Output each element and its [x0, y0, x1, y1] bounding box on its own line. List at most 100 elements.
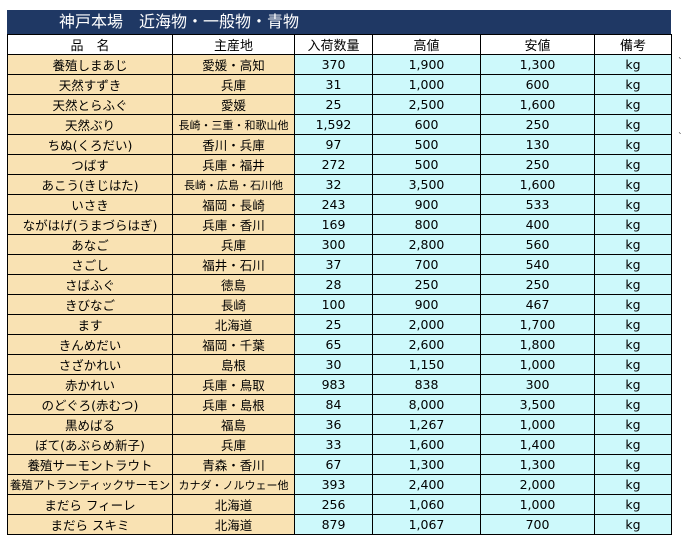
- origin-cell: 兵庫: [172, 434, 295, 455]
- edge-mark: ˎ: [678, 50, 683, 60]
- quantity-cell: 393: [294, 474, 373, 495]
- quantity-cell: 25: [294, 94, 373, 115]
- unit-cell: kg: [594, 274, 672, 295]
- table-row: いさき 福岡・長崎 243 900 533 kg: [7, 194, 672, 215]
- high-price-cell: 1,150: [372, 354, 481, 375]
- quantity-cell: 97: [294, 134, 373, 155]
- origin-cell: 島根: [172, 354, 295, 375]
- high-price-cell: 1,300: [372, 454, 481, 475]
- origin-cell: 兵庫・香川: [172, 214, 295, 235]
- low-price-cell: 1,000: [480, 354, 595, 375]
- table-row: あこう(きじはた) 長崎・広島・石川他 32 3,500 1,600 kg: [7, 174, 672, 195]
- column-header-remarks: 備考: [594, 34, 672, 55]
- fish-name-cell: さばふぐ: [7, 274, 173, 295]
- high-price-cell: 3,500: [372, 174, 481, 195]
- origin-cell: 北海道: [172, 314, 295, 335]
- high-price-cell: 900: [372, 294, 481, 315]
- table-row: さざかれい 島根 30 1,150 1,000 kg: [7, 354, 672, 375]
- table-row: 養殖しまあじ 愛媛・高知 370 1,900 1,300 kg: [7, 54, 672, 75]
- quantity-cell: 36: [294, 414, 373, 435]
- high-price-cell: 600: [372, 114, 481, 135]
- origin-cell: 兵庫・島根: [172, 394, 295, 415]
- high-price-cell: 500: [372, 154, 481, 175]
- table-row: つばす 兵庫・福井 272 500 250 kg: [7, 154, 672, 175]
- origin-cell: 福井・石川: [172, 254, 295, 275]
- unit-cell: kg: [594, 454, 672, 475]
- origin-cell: 北海道: [172, 494, 295, 515]
- table-row: さばふぐ 徳島 28 250 250 kg: [7, 274, 672, 295]
- low-price-cell: 250: [480, 274, 595, 295]
- low-price-cell: 1,000: [480, 494, 595, 515]
- fish-name-cell: あなご: [7, 234, 173, 255]
- high-price-cell: 8,000: [372, 394, 481, 415]
- low-price-cell: 1,700: [480, 314, 595, 335]
- quantity-cell: 272: [294, 154, 373, 175]
- quantity-cell: 100: [294, 294, 373, 315]
- fish-name-cell: きびなご: [7, 294, 173, 315]
- unit-cell: kg: [594, 354, 672, 375]
- fish-name-cell: さごし: [7, 254, 173, 275]
- quantity-cell: 65: [294, 334, 373, 355]
- origin-cell: 兵庫・鳥取: [172, 374, 295, 395]
- column-header-name: 品 名: [7, 34, 173, 55]
- fish-name-cell: まだら フィーレ: [7, 494, 173, 515]
- column-header-origin: 主産地: [172, 34, 295, 55]
- column-header-quantity: 入荷数量: [294, 34, 373, 55]
- quantity-cell: 300: [294, 234, 373, 255]
- low-price-cell: 2,000: [480, 474, 595, 495]
- low-price-cell: 1,400: [480, 434, 595, 455]
- unit-cell: kg: [594, 314, 672, 335]
- market-price-table: 品 名 主産地 入荷数量 高値 安値 備考 養殖しまあじ 愛媛・高知 370 1,90…: [7, 34, 672, 535]
- unit-cell: kg: [594, 334, 672, 355]
- quantity-cell: 67: [294, 454, 373, 475]
- low-price-cell: 1,800: [480, 334, 595, 355]
- unit-cell: kg: [594, 434, 672, 455]
- table-row: ながはげ(うまづらはぎ) 兵庫・香川 169 800 400 kg: [7, 214, 672, 235]
- origin-cell: 愛媛: [172, 94, 295, 115]
- high-price-cell: 2,800: [372, 234, 481, 255]
- unit-cell: kg: [594, 134, 672, 155]
- high-price-cell: 800: [372, 214, 481, 235]
- quantity-cell: 33: [294, 434, 373, 455]
- column-header-high-price: 高値: [372, 34, 481, 55]
- high-price-cell: 1,267: [372, 414, 481, 435]
- fish-name-cell: ちぬ(くろだい): [7, 134, 173, 155]
- high-price-cell: 1,000: [372, 74, 481, 95]
- unit-cell: kg: [594, 234, 672, 255]
- quantity-cell: 1,592: [294, 114, 373, 135]
- unit-cell: kg: [594, 154, 672, 175]
- fish-name-cell: さざかれい: [7, 354, 173, 375]
- high-price-cell: 1,060: [372, 494, 481, 515]
- table-row: ちぬ(くろだい) 香川・兵庫 97 500 130 kg: [7, 134, 672, 155]
- high-price-cell: 1,900: [372, 54, 481, 75]
- high-price-cell: 900: [372, 194, 481, 215]
- origin-cell: 兵庫: [172, 234, 295, 255]
- unit-cell: kg: [594, 474, 672, 495]
- low-price-cell: 1,300: [480, 54, 595, 75]
- origin-cell: カナダ・ノルウェー他: [172, 474, 295, 495]
- unit-cell: kg: [594, 94, 672, 115]
- quantity-cell: 37: [294, 254, 373, 275]
- quantity-cell: 169: [294, 214, 373, 235]
- fish-name-cell: 天然すずき: [7, 74, 173, 95]
- fish-name-cell: ながはげ(うまづらはぎ): [7, 214, 173, 235]
- origin-cell: 長崎・広島・石川他: [172, 174, 295, 195]
- fish-name-cell: つばす: [7, 154, 173, 175]
- column-header-low-price: 安値: [480, 34, 595, 55]
- high-price-cell: 2,500: [372, 94, 481, 115]
- fish-name-cell: 天然ぶり: [7, 114, 173, 135]
- unit-cell: kg: [594, 74, 672, 95]
- low-price-cell: 400: [480, 214, 595, 235]
- fish-name-cell: 黒めばる: [7, 414, 173, 435]
- unit-cell: kg: [594, 394, 672, 415]
- high-price-cell: 1,600: [372, 434, 481, 455]
- unit-cell: kg: [594, 194, 672, 215]
- fish-name-cell: 養殖アトランティックサーモン: [7, 474, 173, 495]
- fish-name-cell: まだら スキミ: [7, 514, 173, 535]
- origin-cell: 福島: [172, 414, 295, 435]
- page-title: 神戸本場 近海物・一般物・青物: [7, 10, 671, 34]
- origin-cell: 香川・兵庫: [172, 134, 295, 155]
- quantity-cell: 256: [294, 494, 373, 515]
- quantity-cell: 31: [294, 74, 373, 95]
- table-row: 天然とらふぐ 愛媛 25 2,500 1,600 kg: [7, 94, 672, 115]
